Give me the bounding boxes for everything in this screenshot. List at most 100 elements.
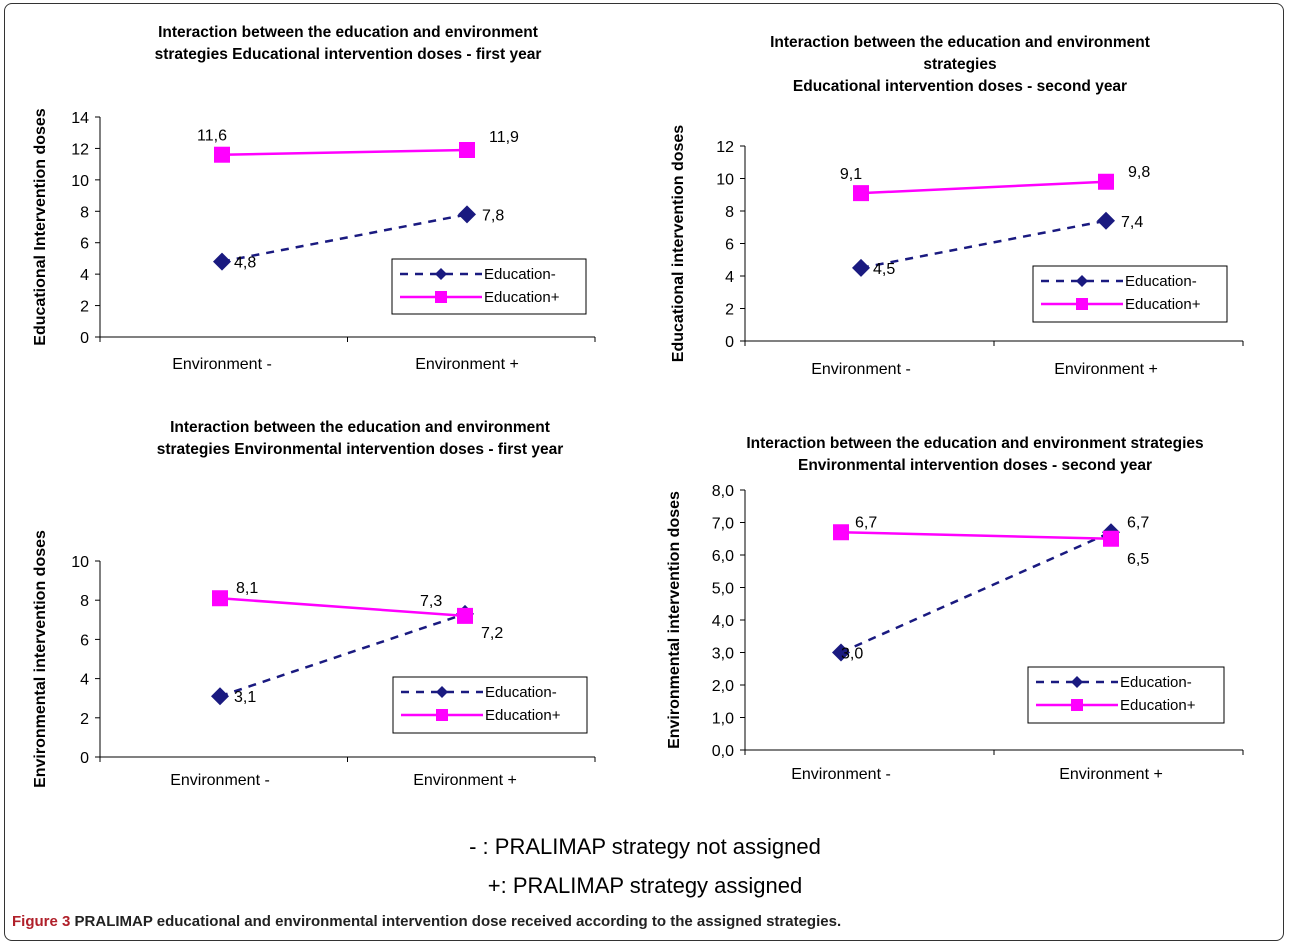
y-tick-label: 12 <box>716 139 734 156</box>
legend-marker-square <box>436 709 448 721</box>
legend-box <box>392 676 588 734</box>
series-line-education-minus <box>221 213 468 263</box>
x-category-label: Environment - <box>791 766 891 783</box>
data-label: 6,7 <box>855 514 877 531</box>
legend-box <box>1027 666 1225 724</box>
data-label: 4,5 <box>873 261 895 278</box>
legend-marker-diamond <box>1071 676 1083 688</box>
y-tick-label: 10 <box>716 172 734 189</box>
legend-box <box>1032 265 1228 323</box>
chart-title-line: Interaction between the education and en… <box>746 435 1203 452</box>
data-point-education-plus <box>833 524 849 541</box>
data-point-education-plus <box>212 590 228 607</box>
chart-title-line: strategies Educational intervention dose… <box>155 46 542 63</box>
chart-title-line: strategies Environmental intervention do… <box>157 441 564 458</box>
legend-entry: Education+ <box>485 707 561 724</box>
data-label: 7,2 <box>481 625 503 642</box>
y-tick-label: 6 <box>80 236 89 253</box>
data-label: 7,4 <box>1121 214 1143 231</box>
y-tick-label: 2 <box>80 299 89 316</box>
x-category-label: Environment - <box>172 356 272 373</box>
y-tick-label: 3,0 <box>712 646 734 663</box>
y-tick-label: 1,0 <box>712 711 734 728</box>
data-label: 4,8 <box>234 255 256 272</box>
y-tick-label: 10 <box>71 173 89 190</box>
y-tick-label: 7,0 <box>712 516 734 533</box>
y-axis-label: Educational intervention doses <box>670 125 687 362</box>
y-tick-label: 4 <box>80 267 89 284</box>
series-line-education-minus <box>840 531 1112 654</box>
y-tick-label: 4,0 <box>712 613 734 630</box>
data-point-education-plus <box>457 607 473 624</box>
chart-title-line: Educational intervention doses - second … <box>793 78 1127 95</box>
data-point-education-minus <box>211 687 229 706</box>
note-assigned: +: PRALIMAP strategy assigned <box>487 873 803 898</box>
legend-box <box>391 258 587 315</box>
x-category-label: Environment + <box>415 356 519 373</box>
data-label: 9,8 <box>1128 164 1150 181</box>
y-tick-label: 8,0 <box>712 483 734 500</box>
legend-marker-diamond <box>436 686 448 698</box>
y-tick-label: 6 <box>80 632 89 649</box>
series-line-education-minus <box>219 612 466 698</box>
data-point-education-plus <box>1098 173 1114 190</box>
legend-marker-square <box>1071 699 1083 711</box>
y-tick-label: 4 <box>725 269 734 286</box>
chart-title-line: Interaction between the education and en… <box>158 24 538 41</box>
y-tick-label: 14 <box>71 110 89 127</box>
y-tick-label: 0 <box>725 334 734 351</box>
chart-title-line: strategies <box>923 56 996 73</box>
series-line-education-plus <box>840 531 1112 540</box>
data-point-education-minus <box>852 258 870 277</box>
x-category-label: Environment - <box>811 361 911 378</box>
y-tick-label: 6 <box>725 237 734 254</box>
x-category-label: Environment + <box>413 772 517 789</box>
y-tick-label: 8 <box>80 593 89 610</box>
x-category-label: Environment + <box>1059 766 1163 783</box>
y-axis-label: Environmental intervention doses <box>32 530 49 788</box>
y-tick-label: 2 <box>725 302 734 319</box>
data-point-education-minus <box>213 252 231 271</box>
chart-title-line: Interaction between the education and en… <box>170 419 550 436</box>
legend-entry: Education- <box>485 684 557 701</box>
series-line-education-plus <box>221 148 468 156</box>
y-tick-label: 5,0 <box>712 581 734 598</box>
legend-marker-diamond <box>1076 275 1088 287</box>
figure-caption: Figure 3 PRALIMAP educational and enviro… <box>12 913 841 930</box>
data-label: 3,1 <box>234 689 256 706</box>
data-point-education-plus <box>459 142 475 158</box>
data-label: 6,7 <box>1127 514 1149 531</box>
chart-env-second-year: Interaction between the education and en… <box>666 435 1244 783</box>
y-axis-label: Educational Intervention doses <box>32 108 49 345</box>
chart-edu-second-year: Interaction between the education and en… <box>670 34 1244 378</box>
y-tick-label: 12 <box>71 141 89 158</box>
data-point-education-plus <box>853 185 869 202</box>
y-tick-label: 2,0 <box>712 678 734 695</box>
data-label: 6,5 <box>1127 551 1149 568</box>
data-label: 9,1 <box>840 166 862 183</box>
legend-marker-square <box>435 291 447 303</box>
series-line-education-plus <box>219 596 466 618</box>
chart-title-line: Environmental intervention doses - secon… <box>798 457 1152 474</box>
chart-env-first-year: Interaction between the education and en… <box>32 419 596 789</box>
legend-entry: Education- <box>484 266 556 283</box>
data-label: 7,8 <box>482 207 504 224</box>
data-point-education-minus <box>1097 211 1115 230</box>
y-axis-label: Environmental intervention doses <box>666 491 683 749</box>
y-tick-label: 2 <box>80 711 89 728</box>
y-tick-label: 8 <box>80 204 89 221</box>
chart-edu-first-year: Interaction between the education and en… <box>32 24 596 373</box>
legend-marker-diamond <box>435 268 447 280</box>
x-category-label: Environment - <box>170 772 270 789</box>
series-line-education-minus <box>860 219 1107 270</box>
figure-frame <box>4 3 1284 941</box>
data-label: 7,3 <box>420 593 442 610</box>
data-point-education-plus <box>1103 530 1119 547</box>
legend-marker-square <box>1076 298 1088 310</box>
y-tick-label: 6,0 <box>712 548 734 565</box>
note-not-assigned: - : PRALIMAP strategy not assigned <box>469 834 821 859</box>
data-point-education-plus <box>214 146 230 163</box>
legend-entry: Education+ <box>1120 697 1196 714</box>
y-tick-label: 0 <box>80 750 89 767</box>
y-tick-label: 0 <box>80 330 89 347</box>
